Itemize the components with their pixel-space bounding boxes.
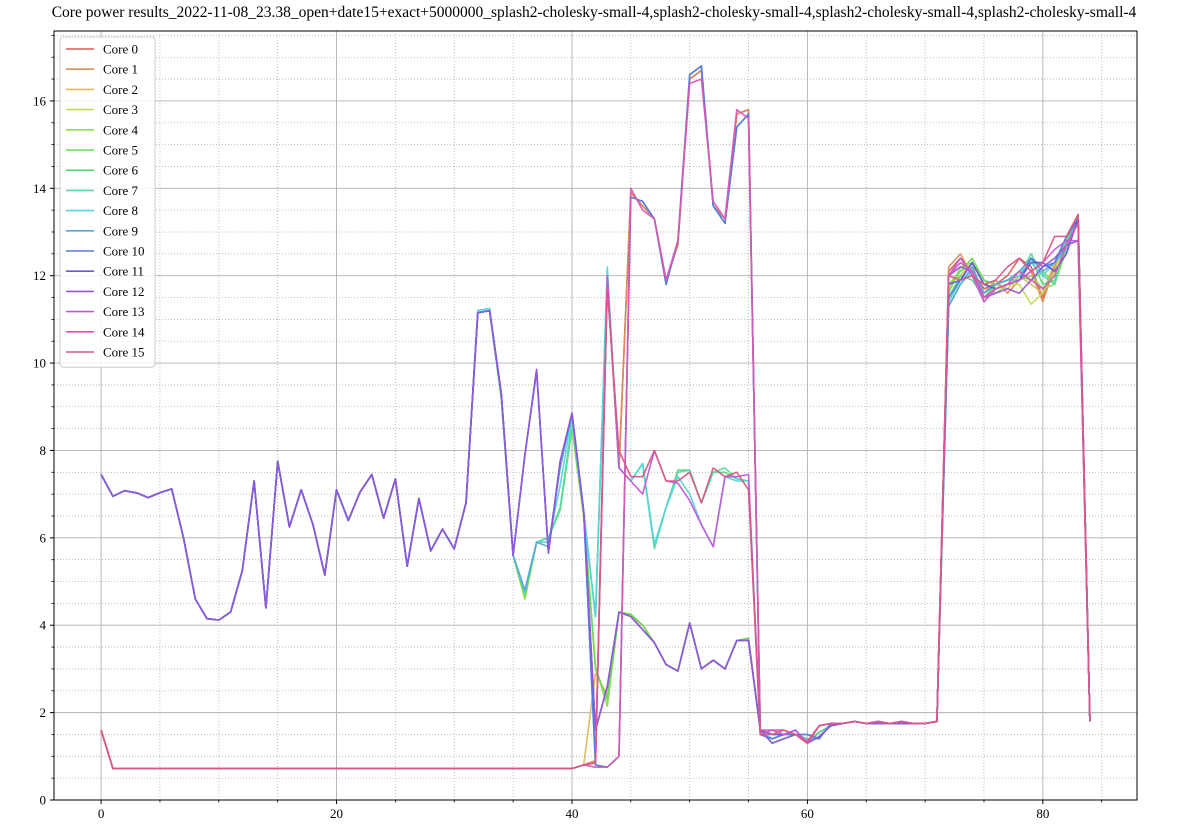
legend-label-core-15: Core 15 — [103, 345, 145, 360]
legend-label-core-2: Core 2 — [103, 82, 138, 97]
y-tick-label: 0 — [40, 793, 47, 808]
series-lines — [100, 65, 1091, 770]
series-line-core-2 — [100, 222, 1091, 770]
grid — [54, 31, 1137, 801]
legend-label-core-12: Core 12 — [103, 284, 145, 299]
axis-ticks: 0 20 40 60 80 0 2 4 6 8 10 12 14 16 — [33, 34, 1103, 821]
legend-label-core-5: Core 5 — [103, 143, 138, 158]
x-tick-label: 0 — [98, 806, 105, 821]
y-tick-label: 12 — [33, 268, 46, 283]
plot-frame — [53, 30, 1138, 801]
legend-label-core-7: Core 7 — [103, 183, 139, 198]
series-line-core-13 — [100, 239, 1091, 770]
legend-label-core-10: Core 10 — [103, 244, 145, 259]
legend-label-core-9: Core 9 — [103, 223, 138, 238]
y-tick-label: 6 — [40, 530, 47, 545]
legend: Core 0 Core 1 Core 2 Core 3 Core 4 Core 5 Core… — [59, 36, 156, 368]
x-tick-label: 20 — [330, 806, 343, 821]
y-tick-label: 8 — [40, 443, 47, 458]
legend-label-core-4: Core 4 — [103, 122, 139, 137]
legend-label-core-8: Core 8 — [103, 203, 138, 218]
legend-label-core-13: Core 13 — [103, 304, 145, 319]
y-tick-label: 16 — [33, 93, 47, 108]
legend-label-core-14: Core 14 — [103, 324, 145, 339]
x-tick-label: 60 — [801, 806, 814, 821]
legend-label-core-3: Core 3 — [103, 102, 138, 117]
series-line-core-15 — [100, 213, 1091, 770]
y-tick-label: 2 — [40, 705, 47, 720]
legend-label-core-1: Core 1 — [103, 62, 138, 77]
y-tick-label: 10 — [33, 356, 46, 371]
x-tick-label: 80 — [1036, 806, 1049, 821]
legend-box — [59, 36, 156, 368]
y-tick-label: 14 — [33, 181, 47, 196]
legend-label-core-11: Core 11 — [103, 264, 144, 279]
x-tick-label: 40 — [565, 806, 578, 821]
legend-label-core-0: Core 0 — [103, 42, 138, 57]
chart-title: Core power results_2022-11-08_23.38_open… — [51, 4, 1137, 21]
y-tick-label: 4 — [40, 618, 47, 633]
legend-label-core-6: Core 6 — [103, 163, 139, 178]
